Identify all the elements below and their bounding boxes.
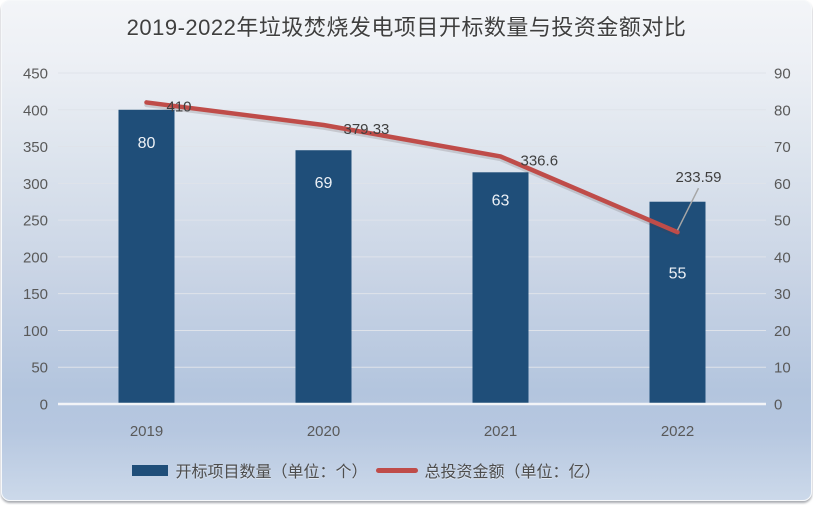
left-axis-tick-label: 150 — [23, 286, 48, 303]
line-value-label: 410 — [167, 98, 192, 115]
category-label-2020: 2020 — [307, 423, 340, 440]
line-series-swatch-icon — [375, 467, 418, 473]
bar-2019 — [118, 109, 175, 405]
chart-title: 2019-2022年垃圾焚烧发电项目开标数量与投资金额对比 — [126, 15, 687, 40]
legend-item-bar-series: 开标项目数量（单位：个） — [132, 458, 368, 482]
right-axis-tick-label: 20 — [774, 323, 791, 340]
label-leader-line — [676, 187, 700, 231]
left-axis-tick-label: 450 — [23, 66, 48, 83]
right-axis-tick-label: 40 — [774, 249, 791, 266]
bar-2021 — [472, 172, 529, 404]
line-series-label: 总投资金额（单位：亿） — [424, 464, 601, 481]
right-axis-tick-label: 70 — [774, 139, 791, 156]
line-value-label: 379.33 — [344, 121, 390, 138]
bar-value-label: 69 — [315, 175, 333, 192]
investment-line — [144, 100, 680, 235]
bar-value-label: 55 — [669, 266, 687, 283]
right-axis-tick-label: 0 — [774, 397, 782, 414]
right-axis-tick-label: 90 — [774, 66, 791, 83]
bar-series-label: 开标项目数量（单位：个） — [175, 464, 368, 481]
left-axis-tick-label: 400 — [23, 102, 48, 119]
right-axis-tick-label: 60 — [774, 176, 791, 193]
left-axis-tick-label: 200 — [23, 249, 48, 266]
bar-2020 — [295, 150, 352, 404]
left-axis-tick-label: 250 — [23, 213, 48, 230]
left-axis-tick-label: 50 — [31, 360, 48, 377]
legend-item-line-series: 总投资金额（单位：亿） — [375, 458, 601, 482]
left-axis-tick-label: 350 — [23, 139, 48, 156]
bar-value-label: 80 — [138, 135, 156, 152]
right-axis-tick-label: 30 — [774, 286, 791, 303]
line-value-label: 336.6 — [521, 152, 559, 169]
right-axis-tick-label: 80 — [774, 102, 791, 119]
line-shadow — [144, 102, 680, 237]
bar-2022 — [649, 201, 706, 404]
bar-series-swatch-icon — [132, 464, 169, 476]
left-axis-tick-label: 0 — [40, 397, 48, 414]
bar-value-label: 63 — [492, 192, 510, 209]
category-label-2019: 2019 — [130, 423, 163, 440]
line-value-label: 233.59 — [676, 169, 722, 186]
legend: 开标项目数量（单位：个） 总投资金额（单位：亿） — [1, 458, 772, 482]
right-axis-tick-label: 50 — [774, 213, 791, 230]
right-axis-tick-label: 10 — [774, 360, 791, 377]
left-axis-tick-label: 300 — [23, 176, 48, 193]
category-label-2021: 2021 — [484, 423, 517, 440]
category-label-2022: 2022 — [661, 423, 694, 440]
left-axis-tick-label: 100 — [23, 323, 48, 340]
